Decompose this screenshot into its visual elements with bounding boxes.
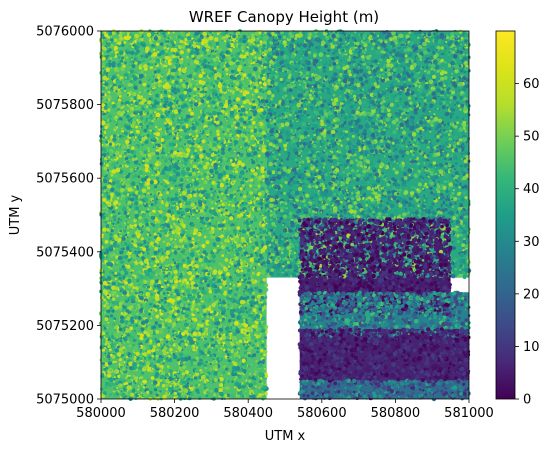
y-axis: 5075000 5075200 5075400 5075600 5075800 50760… bbox=[36, 25, 101, 408]
y-tick-label: 5075200 bbox=[36, 319, 94, 334]
canopy-texture bbox=[264, 29, 472, 280]
colorbar-tick-label: 10 bbox=[523, 340, 540, 355]
canopy-texture bbox=[98, 29, 269, 401]
plot-frame bbox=[100, 30, 470, 400]
colorbar-tick-label: 60 bbox=[523, 77, 540, 92]
y-tick-label: 5075400 bbox=[36, 245, 94, 260]
colorbar-axis: 0 10 20 30 40 50 60 bbox=[515, 77, 540, 408]
canopy-texture bbox=[297, 290, 471, 339]
y-tick-label: 5076000 bbox=[36, 25, 94, 40]
y-tick-label: 5075800 bbox=[36, 98, 94, 113]
plot-area bbox=[98, 29, 472, 402]
x-tick-label: 580200 bbox=[150, 406, 200, 421]
colorbar-tick-label: 30 bbox=[523, 235, 540, 250]
x-axis: 580000 580200 580400 580600 580800 581000 bbox=[76, 399, 494, 421]
x-tick-label: 581000 bbox=[444, 406, 494, 421]
colorbar-tick-label: 0 bbox=[523, 393, 531, 408]
colorbar bbox=[495, 30, 516, 400]
y-tick-label: 5075000 bbox=[36, 393, 94, 408]
x-tick-label: 580600 bbox=[297, 406, 347, 421]
x-axis-label: UTM x bbox=[265, 429, 306, 444]
y-tick-label: 5075600 bbox=[36, 172, 94, 187]
colorbar-tick-label: 40 bbox=[523, 182, 540, 197]
colorbar-tick-label: 50 bbox=[523, 130, 540, 145]
canopy-texture bbox=[297, 378, 471, 402]
canopy-texture bbox=[297, 327, 471, 383]
x-tick-label: 580800 bbox=[371, 406, 421, 421]
x-tick-label: 580400 bbox=[223, 406, 273, 421]
colorbar-tick-label: 20 bbox=[523, 287, 540, 302]
y-axis-label: UTM y bbox=[8, 194, 23, 235]
x-tick-label: 580000 bbox=[76, 406, 126, 421]
chart-title: WREF Canopy Height (m) bbox=[189, 8, 379, 26]
